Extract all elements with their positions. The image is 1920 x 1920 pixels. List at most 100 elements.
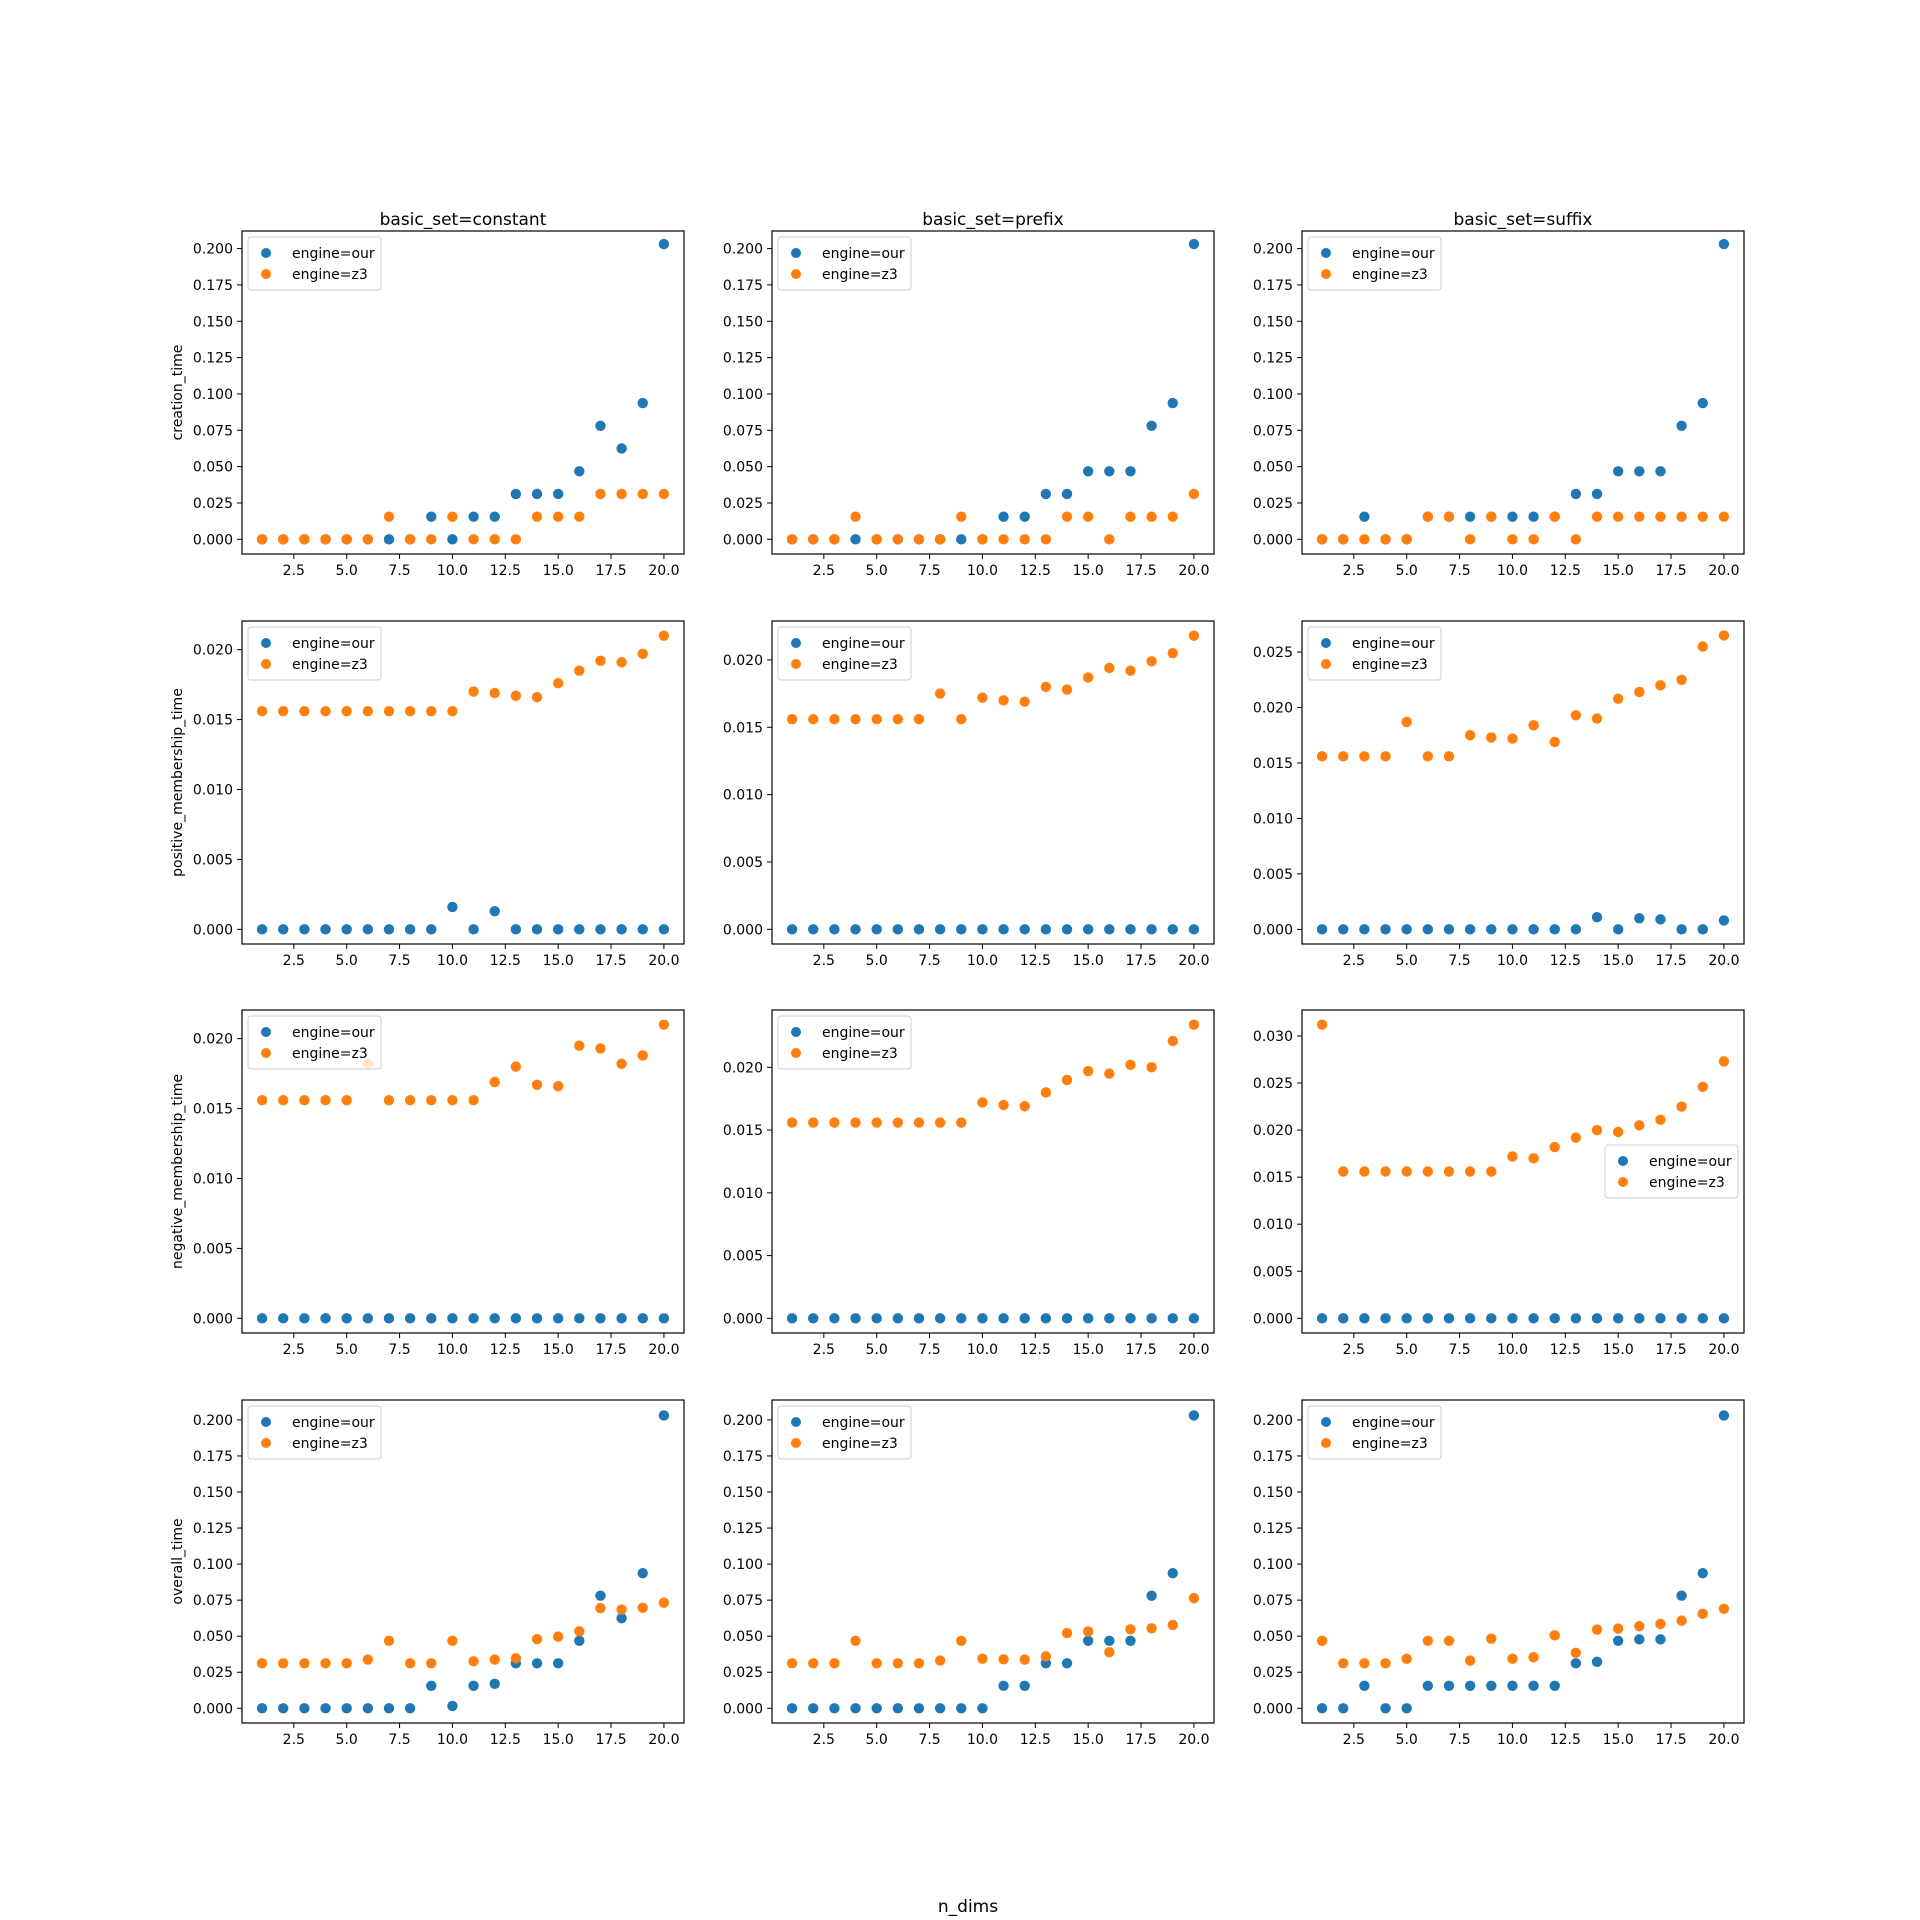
x-tick-label: 10.0 bbox=[1497, 953, 1528, 969]
data-point bbox=[1061, 511, 1073, 522]
x-tick-label: 2.5 bbox=[283, 1732, 305, 1748]
x-tick-label: 20.0 bbox=[1178, 1732, 1209, 1748]
x-tick-label: 5.0 bbox=[336, 1342, 358, 1358]
x-tick-label: 12.5 bbox=[1020, 563, 1051, 579]
data-point bbox=[1718, 1313, 1730, 1324]
data-point bbox=[1359, 511, 1370, 522]
data-point bbox=[574, 466, 585, 477]
data-point bbox=[871, 1658, 882, 1669]
data-point bbox=[1464, 924, 1476, 935]
data-point bbox=[829, 1313, 840, 1324]
legend-box bbox=[247, 1405, 382, 1460]
legend: engine=our engine=z3 bbox=[247, 626, 382, 681]
legend-marker bbox=[1618, 1177, 1628, 1187]
series-z3 bbox=[786, 1592, 1200, 1669]
column-title-suffix: basic_set=suffix bbox=[1454, 210, 1593, 230]
data-point bbox=[426, 705, 437, 717]
data-point bbox=[913, 924, 925, 935]
data-point bbox=[956, 1703, 967, 1714]
data-point bbox=[616, 1604, 627, 1615]
data-point bbox=[299, 1094, 310, 1106]
x-tick-label: 17.5 bbox=[1655, 563, 1686, 579]
data-point bbox=[1570, 1313, 1582, 1324]
data-point bbox=[531, 1313, 543, 1324]
data-point bbox=[1591, 911, 1603, 923]
y-tick-label: 0.175 bbox=[723, 1449, 763, 1465]
x-tick-label: 20.0 bbox=[1178, 1342, 1209, 1358]
series-z3 bbox=[1316, 1603, 1730, 1669]
data-point bbox=[531, 924, 543, 935]
x-tick-label: 7.5 bbox=[918, 1732, 940, 1748]
data-point bbox=[998, 1313, 1009, 1324]
data-point bbox=[256, 705, 268, 717]
data-point bbox=[637, 648, 648, 660]
data-point bbox=[510, 1061, 522, 1072]
data-point bbox=[808, 1313, 819, 1324]
axes-frame bbox=[241, 1009, 685, 1334]
data-point bbox=[913, 1658, 925, 1669]
data-point bbox=[850, 511, 861, 522]
y-tick-label: 0.025 bbox=[723, 1665, 763, 1681]
data-point bbox=[1676, 924, 1687, 935]
data-point bbox=[1188, 1592, 1200, 1604]
x-tick-label: 2.5 bbox=[1343, 1732, 1365, 1748]
data-point bbox=[1125, 665, 1136, 676]
data-point bbox=[1570, 488, 1582, 500]
data-point bbox=[531, 1658, 543, 1669]
data-point bbox=[1040, 534, 1052, 545]
data-point bbox=[850, 924, 861, 935]
data-point bbox=[1338, 1313, 1349, 1324]
data-point bbox=[871, 1117, 882, 1128]
x-tick-label: 10.0 bbox=[1497, 1342, 1528, 1358]
legend-label: engine=z3 bbox=[1352, 1436, 1428, 1452]
data-point bbox=[320, 1658, 331, 1669]
axes-frame bbox=[771, 1399, 1215, 1724]
y-tick-label: 0.100 bbox=[1253, 387, 1293, 403]
data-point bbox=[637, 1050, 648, 1061]
y-tick-label: 0.075 bbox=[723, 1593, 763, 1609]
y-tick-label: 0.100 bbox=[723, 387, 763, 403]
data-point bbox=[574, 665, 585, 676]
data-point bbox=[998, 924, 1009, 935]
x-tick-label: 15.0 bbox=[1603, 1732, 1634, 1748]
legend-box bbox=[777, 1405, 912, 1460]
x-tick-label: 2.5 bbox=[283, 953, 305, 969]
data-point bbox=[1167, 1567, 1178, 1579]
data-point bbox=[1359, 1680, 1370, 1691]
y-tick-label: 0.005 bbox=[193, 852, 233, 868]
data-point bbox=[1401, 1703, 1412, 1714]
data-point bbox=[320, 1094, 331, 1106]
data-point bbox=[468, 1680, 479, 1691]
y-tick-label: 0.015 bbox=[193, 1102, 233, 1118]
y-tick-label: 0.125 bbox=[1253, 351, 1293, 367]
y-tick-label: 0.005 bbox=[723, 1249, 763, 1265]
data-point bbox=[1443, 1166, 1455, 1177]
data-point bbox=[278, 924, 289, 935]
y-tick-label: 0.050 bbox=[1253, 1629, 1293, 1645]
data-point bbox=[426, 511, 437, 522]
data-point bbox=[1061, 488, 1073, 500]
y-tick-label: 0.175 bbox=[193, 1449, 233, 1465]
data-point bbox=[299, 1313, 310, 1324]
data-point bbox=[1612, 1635, 1624, 1647]
data-point bbox=[956, 1117, 967, 1128]
x-tick-label: 15.0 bbox=[543, 1732, 574, 1748]
data-point bbox=[1549, 511, 1560, 522]
data-point bbox=[1612, 466, 1624, 477]
data-point bbox=[637, 924, 648, 935]
data-point bbox=[256, 1658, 268, 1669]
x-tick-label: 5.0 bbox=[866, 563, 888, 579]
data-point bbox=[998, 1099, 1009, 1111]
data-point bbox=[1570, 924, 1582, 935]
data-point bbox=[934, 1117, 946, 1128]
data-point bbox=[552, 511, 564, 522]
data-point bbox=[1549, 1313, 1560, 1324]
x-tick-label: 2.5 bbox=[813, 563, 835, 579]
series-z3 bbox=[256, 1597, 670, 1669]
data-point bbox=[489, 687, 500, 699]
series-our bbox=[786, 1313, 1200, 1324]
data-point bbox=[531, 1079, 543, 1091]
data-point bbox=[1019, 1654, 1030, 1665]
data-point bbox=[1570, 1658, 1582, 1669]
data-point bbox=[808, 1703, 819, 1714]
